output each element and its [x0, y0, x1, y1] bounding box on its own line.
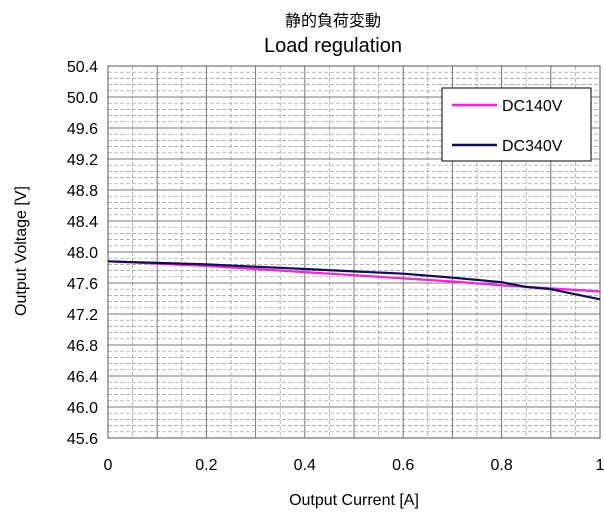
x-tick-label: 0 [104, 457, 113, 474]
y-tick-label: 50.0 [67, 90, 98, 107]
x-tick-label: 0.8 [490, 457, 512, 474]
axis-layer: 50.4 50.0 49.6 49.2 48.8 48.4 48.0 47.6 47.2 46.8… [67, 59, 604, 474]
legend-label-dc340v: DC340V [502, 138, 563, 155]
y-tick-label: 45.6 [67, 431, 98, 448]
legend-box [441, 87, 592, 162]
y-tick-label: 46.0 [67, 400, 98, 417]
y-tick-label: 50.4 [67, 59, 98, 76]
y-tick-label: 46.8 [67, 338, 98, 355]
legend: DC140V DC340V [441, 87, 592, 162]
x-tick-label: 0.4 [294, 457, 316, 474]
y-tick-label: 48.4 [67, 214, 98, 231]
y-tick-label: 48.0 [67, 245, 98, 262]
x-tick-label: 1 [596, 457, 604, 474]
plot-border [107, 65, 601, 439]
y-tick-label: 49.6 [67, 121, 98, 138]
y-tick-label: 47.6 [67, 276, 98, 293]
y-tick-label: 47.2 [67, 307, 98, 324]
chart-title: 静的負荷変動 [285, 11, 381, 30]
y-tick-label: 46.4 [67, 369, 98, 386]
chart-subtitle: Load regulation [264, 35, 402, 57]
x-tick-label: 0.2 [195, 457, 217, 474]
legend-label-dc140v: DC140V [502, 98, 563, 115]
x-axis-label: Output Current [A] [289, 492, 419, 509]
series-layer [107, 260, 601, 301]
y-tick-label: 49.2 [67, 152, 98, 169]
y-tick-label: 48.8 [67, 183, 98, 200]
y-axis-label: Output Voltage [V] [13, 186, 30, 316]
series-line-dc340v [107, 260, 601, 301]
x-tick-label: 0.6 [392, 457, 414, 474]
